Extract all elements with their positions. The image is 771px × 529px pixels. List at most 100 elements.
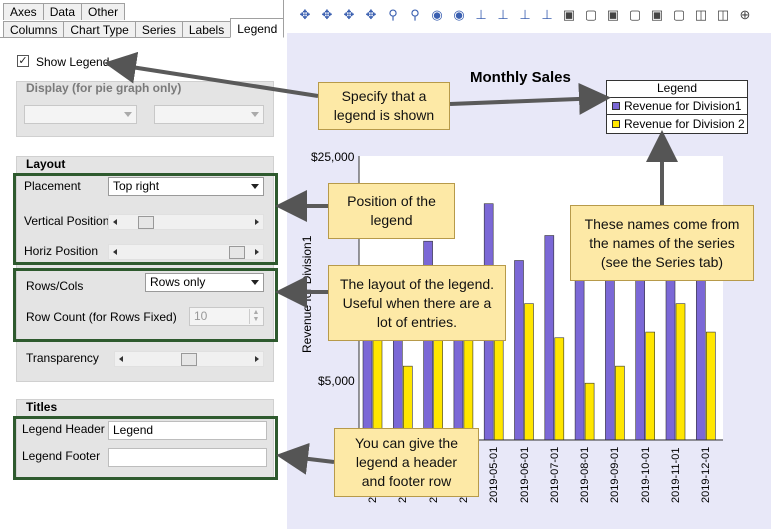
transparency-slider[interactable] bbox=[114, 351, 264, 367]
move-xy-icon[interactable]: ✥ bbox=[365, 7, 377, 22]
x-tick-label: 2019-08-01 bbox=[579, 446, 592, 503]
bar-division1 bbox=[574, 260, 585, 441]
bar-division1 bbox=[605, 269, 615, 441]
bar-division2 bbox=[372, 326, 383, 441]
callout-position: Position of the legend bbox=[328, 183, 455, 239]
rows-cols-label: Rows/Cols bbox=[26, 279, 84, 293]
zoom-in-icon[interactable]: ⚲ bbox=[388, 7, 398, 22]
eye-icon[interactable]: ◉ bbox=[431, 7, 443, 22]
legend-footer-input[interactable] bbox=[108, 448, 267, 467]
show-legend-checkbox[interactable]: ✓ bbox=[17, 55, 29, 67]
callout-header-footer: You can give the legend a header and foo… bbox=[334, 428, 479, 497]
layout-group-title: Layout bbox=[26, 157, 66, 171]
legend-entry-label: Revenue for Division 2 bbox=[624, 116, 745, 131]
axis-y-icon[interactable]: ⊥ bbox=[519, 7, 531, 22]
display-combo-1[interactable] bbox=[24, 105, 137, 124]
bar-division2 bbox=[524, 303, 534, 441]
y-tick-label: $25,000 bbox=[311, 150, 355, 164]
bar-division2 bbox=[615, 365, 625, 441]
bar-division2 bbox=[433, 326, 443, 441]
placement-label: Placement bbox=[24, 179, 81, 193]
axis-down-icon[interactable]: ⊥ bbox=[541, 7, 553, 22]
stepper-arrows-icon[interactable]: ▲ ▼ bbox=[249, 309, 262, 324]
callout-series-names: These names come from the names of the s… bbox=[570, 205, 754, 281]
bar-division2 bbox=[584, 382, 595, 441]
x-tick-label: 2019-12-01 bbox=[700, 446, 713, 503]
tab-series[interactable]: Series bbox=[134, 21, 183, 38]
tab-legend[interactable]: Legend bbox=[230, 18, 285, 38]
legend-header-input[interactable]: Legend bbox=[108, 421, 267, 440]
x-tick-label: 2019-09-01 bbox=[609, 446, 622, 503]
show-legend-label: Show Legend bbox=[36, 55, 110, 69]
horiz-position-slider[interactable] bbox=[108, 244, 264, 260]
rows-cols-value: Rows only bbox=[150, 275, 206, 289]
bar-division2 bbox=[645, 331, 656, 441]
callout-show-legend: Specify that a legend is shown bbox=[318, 82, 450, 130]
tab-other[interactable]: Other bbox=[81, 3, 126, 20]
x-tick-label: 2019-05-01 bbox=[488, 446, 501, 503]
placement-value: Top right bbox=[113, 179, 160, 193]
tab-data[interactable]: Data bbox=[42, 3, 83, 20]
legend-footer-label: Legend Footer bbox=[22, 449, 101, 463]
bar-division2 bbox=[675, 303, 686, 441]
bar-division1 bbox=[665, 269, 676, 441]
x-tick-label: 2019-06-01 bbox=[518, 446, 531, 503]
vertical-position-label: Vertical Position bbox=[24, 214, 110, 228]
row-count-value: 10 bbox=[194, 309, 208, 323]
tab-row-bottom: Columns Chart Type Series Labels Legend bbox=[3, 18, 285, 38]
bar-division1 bbox=[514, 260, 524, 441]
legend-box: Legend Revenue for Division1 Revenue for… bbox=[606, 80, 748, 134]
x-tick-label: 2019-10-01 bbox=[639, 446, 652, 503]
row-count-stepper[interactable]: 10 ▲ ▼ bbox=[189, 307, 264, 326]
x-tick-label: 2019-11-01 bbox=[670, 447, 682, 503]
row-count-label: Row Count (for Rows Fixed) bbox=[26, 310, 177, 324]
bar-division2 bbox=[705, 331, 716, 441]
chart-toolbar bbox=[286, 0, 771, 32]
legend-swatch-icon bbox=[612, 102, 620, 110]
legend-entry-label: Revenue for Division1 bbox=[624, 99, 742, 113]
frame3-icon[interactable]: ▢ bbox=[672, 7, 686, 22]
legend-swatch-icon bbox=[612, 119, 620, 128]
rows-cols-select[interactable]: Rows only bbox=[145, 273, 264, 292]
titles-group-title: Titles bbox=[26, 400, 58, 414]
frame-add-icon[interactable]: ▣ bbox=[562, 7, 576, 22]
horiz-position-label: Horiz Position bbox=[24, 244, 99, 258]
tab-columns[interactable]: Columns bbox=[3, 21, 65, 38]
axis-x-icon[interactable]: ⊥ bbox=[475, 7, 487, 22]
move-all-icon[interactable]: ✥ bbox=[299, 7, 311, 22]
display-combo-2[interactable] bbox=[154, 105, 264, 124]
eye-left-icon[interactable]: ◉ bbox=[453, 7, 465, 22]
bar-division2 bbox=[463, 326, 474, 441]
legend-entry: Revenue for Division 2 bbox=[607, 115, 747, 132]
legend-header: Legend bbox=[607, 81, 747, 98]
target-icon[interactable]: ⊕ bbox=[739, 7, 751, 22]
vertical-position-slider[interactable] bbox=[108, 214, 264, 230]
slider-thumb[interactable] bbox=[138, 216, 155, 229]
axis-arrow-icon[interactable]: ⊥ bbox=[497, 7, 509, 22]
frame-icon[interactable]: ▢ bbox=[584, 7, 598, 22]
move-y-icon[interactable]: ✥ bbox=[343, 7, 355, 22]
zoom-out-icon[interactable]: ⚲ bbox=[410, 7, 420, 22]
move-x-icon[interactable]: ✥ bbox=[321, 7, 333, 22]
tab-row-top: Axes Data Other bbox=[3, 3, 126, 20]
frame2-icon[interactable]: ▢ bbox=[628, 7, 642, 22]
tab-labels[interactable]: Labels bbox=[181, 21, 232, 38]
y-axis-label: Revenue for Division1 bbox=[300, 235, 314, 353]
legend-entry: Revenue for Division1 bbox=[607, 98, 747, 115]
transparency-label: Transparency bbox=[26, 351, 99, 365]
legend-header-label: Legend Header bbox=[22, 422, 105, 436]
slider-thumb[interactable] bbox=[181, 353, 197, 366]
bar-division1 bbox=[635, 269, 646, 441]
y-tick-label: $5,000 bbox=[318, 374, 355, 388]
bar-division1 bbox=[695, 269, 706, 441]
cube2-icon[interactable]: ◫ bbox=[716, 7, 730, 22]
x-tick-label: 2019-07-01 bbox=[548, 446, 561, 503]
bar-division1 bbox=[544, 235, 555, 441]
slider-thumb[interactable] bbox=[229, 246, 246, 259]
bar-division2 bbox=[493, 326, 504, 441]
placement-select[interactable]: Top right bbox=[108, 177, 264, 196]
frame-add3-icon[interactable]: ▣ bbox=[650, 7, 664, 22]
frame-add2-icon[interactable]: ▣ bbox=[606, 7, 620, 22]
cube-icon[interactable]: ◫ bbox=[694, 7, 708, 22]
bar-division2 bbox=[554, 337, 565, 441]
